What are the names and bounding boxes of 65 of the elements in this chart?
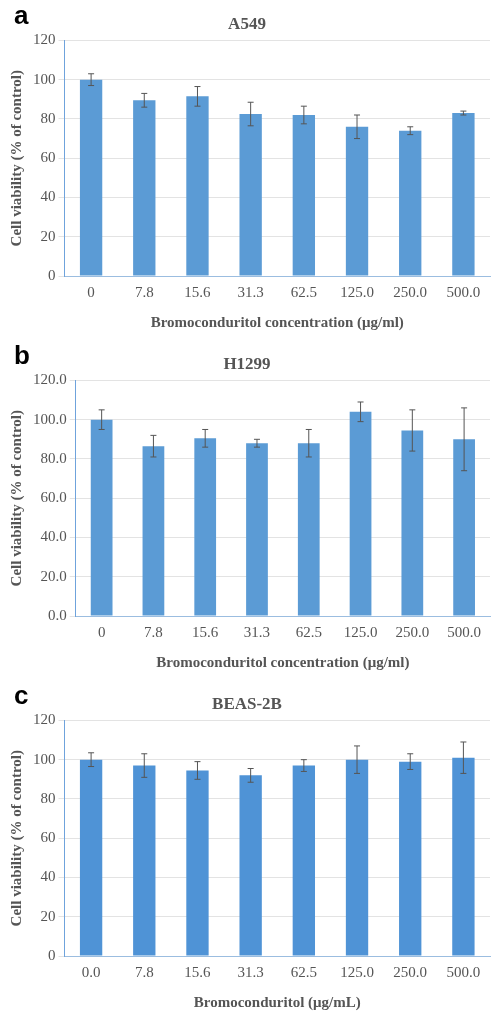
text: b [14,340,30,371]
text: c [14,680,29,711]
x-tick-label: 7.8 [134,283,154,300]
bar [452,113,475,276]
x-tick-label: 31.3 [237,963,264,980]
x-tick-label: 250.0 [393,963,428,980]
x-tick-label: 31.3 [243,623,271,640]
bar [292,115,316,276]
y-tick-label: 40.0 [40,528,67,545]
x-tick-label: 31.3 [237,283,264,300]
x-tick-label: 62.5 [290,283,317,300]
y-tick-label: 40 [40,868,56,885]
y-tick-label: 120 [33,31,56,48]
y-tick-label: 0.0 [48,606,67,623]
bar [79,79,103,276]
bar [399,130,422,276]
x-tick-label: 15.6 [184,283,212,300]
y-tick-label: 100 [33,750,56,767]
bar [345,126,369,276]
x-tick-label: 125.0 [340,283,374,300]
x-tick-label: 500.0 [447,623,481,640]
chart-title: A549 [228,13,266,33]
x-tick-label: 15.6 [184,963,212,980]
y-tick-label: 0 [48,946,56,963]
x-tick-label: 500.0 [446,283,481,300]
x-tick-label: 7.8 [134,963,154,980]
x-tick-label: 500.0 [446,963,481,980]
bar [186,96,209,276]
y-axis-title: Cell viability (% of control) [7,410,25,587]
x-axis-title: Bromoconduritol concentration (μg/ml) [150,313,404,331]
x-tick-label: 125.0 [343,623,378,640]
y-tick-label: 120.0 [33,371,67,388]
x-tick-label: 62.5 [295,623,322,640]
bar [239,114,262,276]
chart-title: BEAS-2B [212,693,282,713]
y-tick-label: 40 [40,188,56,205]
y-axis-title: Cell viability (% of control) [7,70,25,247]
y-tick-label: 80 [40,789,56,806]
y-tick-label: 80 [40,109,56,126]
x-axis-title: Bromoconduritol (μg/mL) [193,993,361,1011]
bar [133,100,156,276]
x-tick-label: 125.0 [340,963,374,980]
y-tick-label: 120 [33,711,56,728]
y-tick-label: 60 [40,829,56,846]
x-tick-label: 250.0 [395,623,430,640]
y-tick-label: 60 [40,149,56,166]
x-tick-label: 62.5 [290,963,317,980]
x-tick-label: 15.6 [192,623,219,640]
y-tick-label: 60.0 [40,489,67,506]
y-tick-label: 20 [40,227,56,244]
y-tick-label: 20 [40,907,56,924]
y-tick-label: 0 [48,266,56,283]
x-tick-label: 7.8 [144,623,163,640]
x-tick-label: 0 [97,623,106,640]
x-axis-title: Bromoconduritol concentration (μg/ml) [156,653,410,671]
y-tick-label: 100.0 [33,410,67,427]
y-tick-label: 80.0 [40,449,67,466]
y-tick-label: 100 [33,70,56,87]
chart-title: H1299 [223,353,271,373]
x-tick-label: 0 [87,283,95,300]
y-axis-title: Cell viability (% of control) [7,750,25,927]
x-tick-label: 0.0 [81,963,101,980]
x-tick-label: 250.0 [393,283,428,300]
text: a [14,0,29,31]
y-tick-label: 20.0 [40,567,67,584]
